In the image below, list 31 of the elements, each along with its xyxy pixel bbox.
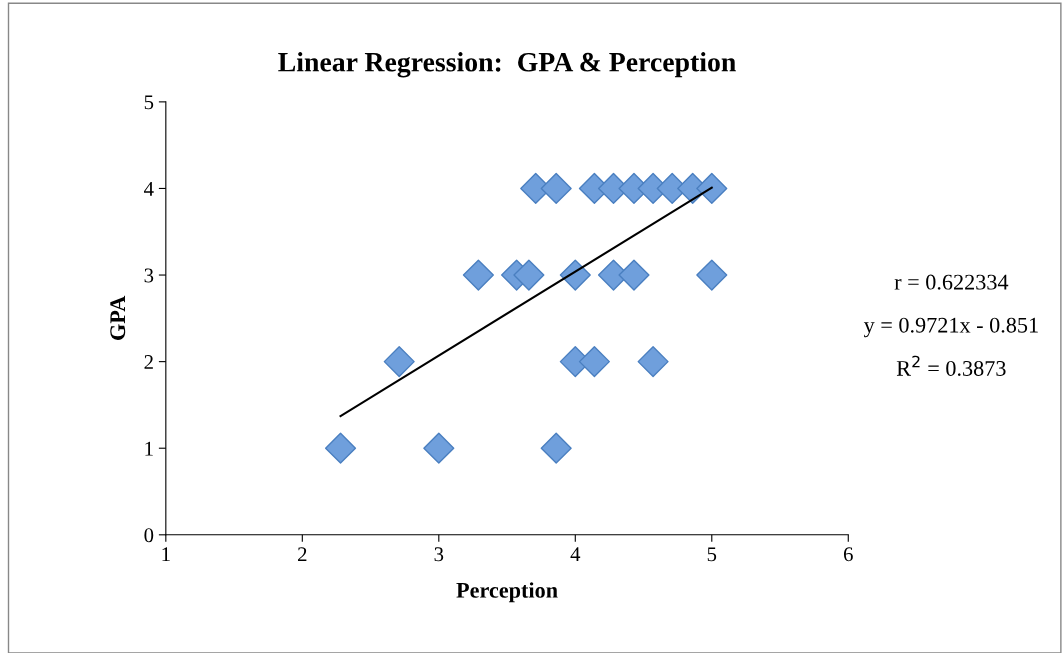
text: y = 0.9721x - 0.851 bbox=[863, 317, 1038, 338]
x-tick-label: 2 bbox=[298, 547, 307, 562]
y-axis-title: GPA bbox=[110, 295, 126, 340]
x-tick-label: 3 bbox=[434, 547, 444, 562]
point bbox=[540, 432, 572, 464]
chart-title: Linear Regression: GPA & Perception bbox=[278, 52, 736, 78]
y-tick-label: 0 bbox=[144, 528, 154, 543]
point bbox=[423, 432, 455, 464]
text: R$^{2}$ = 0.3873 bbox=[896, 355, 1006, 376]
point bbox=[696, 172, 728, 205]
point bbox=[559, 259, 591, 291]
point bbox=[513, 259, 545, 291]
point bbox=[324, 432, 357, 464]
y-tick-label: 5 bbox=[144, 95, 154, 110]
x-tick-label: 4 bbox=[570, 547, 581, 562]
point bbox=[540, 172, 572, 205]
x-axis-title: Perception bbox=[456, 582, 558, 603]
y-tick-label: 3 bbox=[144, 268, 154, 283]
text: r = 0.622334 bbox=[894, 274, 1009, 290]
y-tick-label: 4 bbox=[144, 181, 154, 196]
y-tick-label: 1 bbox=[145, 441, 153, 456]
x-tick-label: 5 bbox=[707, 547, 717, 562]
point bbox=[696, 259, 728, 291]
point bbox=[637, 346, 669, 378]
x-tick-label: 1 bbox=[162, 547, 170, 562]
point bbox=[618, 259, 650, 291]
point bbox=[462, 259, 494, 291]
y-tick-label: 2 bbox=[144, 355, 153, 369]
point bbox=[383, 346, 415, 378]
x-tick-label: 6 bbox=[843, 547, 853, 562]
point bbox=[578, 346, 610, 378]
